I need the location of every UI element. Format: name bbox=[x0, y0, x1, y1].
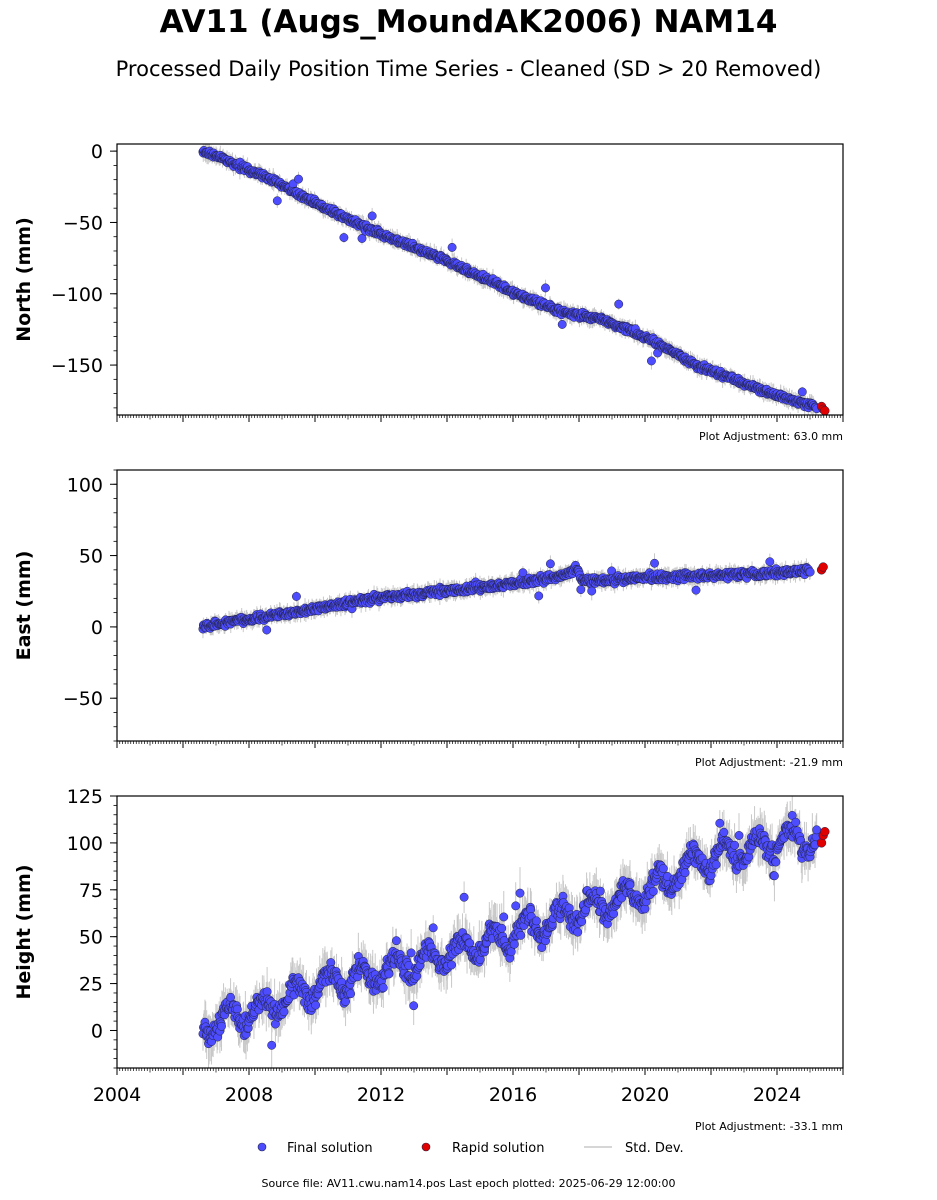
final-point bbox=[557, 319, 567, 329]
final-solution-points bbox=[198, 145, 822, 425]
plot-adjustment-note: Plot Adjustment: 63.0 mm bbox=[699, 430, 843, 443]
final-point bbox=[367, 211, 377, 221]
final-point bbox=[291, 592, 301, 601]
rapid-point bbox=[818, 562, 828, 572]
final-point bbox=[339, 233, 349, 243]
final-point bbox=[805, 567, 815, 577]
final-point bbox=[786, 417, 794, 425]
final-point bbox=[650, 558, 659, 568]
y-tick-label: −150 bbox=[51, 355, 103, 377]
final-point bbox=[262, 625, 272, 635]
y-tick-label: 0 bbox=[91, 141, 103, 163]
final-point bbox=[797, 387, 807, 397]
panel-1: 0 −50 −100 −150 North (mm) Plot Adjustment: 6… bbox=[13, 141, 844, 443]
final-point bbox=[545, 559, 555, 569]
final-point bbox=[357, 234, 367, 243]
y-tick-label: 50 bbox=[79, 546, 103, 568]
chart-subtitle: Processed Daily Position Time Series - C… bbox=[115, 57, 822, 81]
final-point bbox=[294, 174, 303, 184]
y-tick-label: 0 bbox=[91, 617, 103, 639]
final-solution-points bbox=[198, 557, 815, 635]
final-point bbox=[691, 585, 701, 595]
plot-area bbox=[198, 144, 830, 425]
y-tick-label: 100 bbox=[67, 474, 103, 496]
plot-area bbox=[198, 553, 828, 639]
final-point bbox=[534, 591, 544, 601]
y-tick-label: −100 bbox=[51, 284, 103, 306]
final-point bbox=[447, 242, 457, 252]
rapid-solution-points bbox=[816, 562, 828, 575]
rapid-solution-points bbox=[816, 401, 830, 415]
y-axis-label: East (mm) bbox=[13, 551, 35, 661]
chart-title: AV11 (Augs_MoundAK2006) NAM14 bbox=[159, 4, 778, 40]
final-point bbox=[646, 356, 656, 366]
final-point bbox=[614, 299, 624, 309]
final-point bbox=[587, 586, 597, 596]
plot-area bbox=[198, 796, 830, 1068]
y-tick-label: −50 bbox=[63, 688, 103, 710]
final-point bbox=[765, 557, 775, 567]
y-axis-label: North (mm) bbox=[13, 217, 35, 342]
plot-adjustment-note: Plot Adjustment: -21.9 mm bbox=[695, 756, 843, 769]
plot-frame bbox=[116, 469, 844, 742]
final-point bbox=[272, 196, 282, 206]
panel-2: 100 50 0 −50 East (mm) Plot Adjustment: -21.9… bbox=[13, 469, 844, 769]
final-point bbox=[576, 585, 586, 595]
y-tick-label: −50 bbox=[63, 212, 103, 234]
final-point bbox=[541, 283, 550, 293]
rapid-point bbox=[820, 406, 830, 415]
